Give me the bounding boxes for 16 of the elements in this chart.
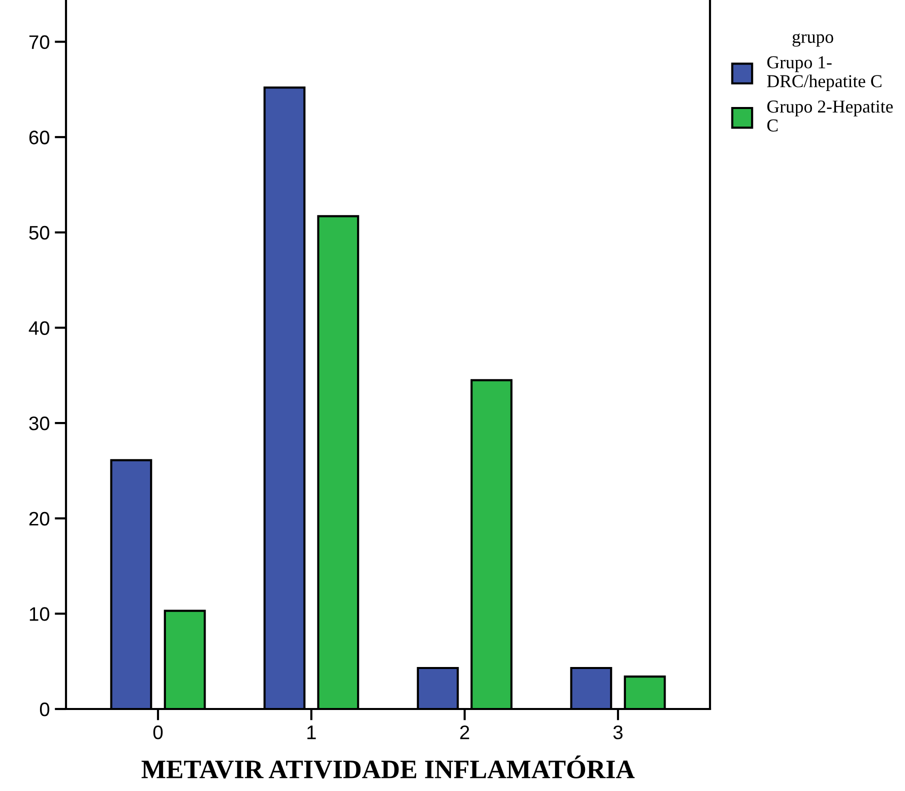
y-tick-label: 40 bbox=[28, 321, 50, 335]
x-tick-label: 2 bbox=[460, 725, 470, 740]
x-axis-title: METAVIR ATIVIDADE INFLAMATÓRIA bbox=[142, 756, 635, 778]
y-tick-label: 10 bbox=[30, 607, 50, 621]
y-tick-label: 60 bbox=[29, 130, 50, 144]
y-tick-label: 70 bbox=[29, 35, 50, 50]
legend-label: Grupo 2-Hepatite C bbox=[767, 100, 893, 132]
x-tick-label: 3 bbox=[613, 725, 623, 740]
legend-label: Grupo 1- DRC/hepatite C bbox=[767, 56, 882, 91]
y-tick-label: 0 bbox=[40, 702, 50, 716]
x-tick-label: 0 bbox=[153, 725, 163, 740]
y-tick-label: 30 bbox=[29, 416, 50, 430]
y-tick-label: 50 bbox=[29, 226, 50, 240]
y-tick-label: 20 bbox=[29, 512, 50, 526]
legend-title: grupo bbox=[792, 34, 834, 47]
x-tick-label: 1 bbox=[307, 726, 316, 740]
